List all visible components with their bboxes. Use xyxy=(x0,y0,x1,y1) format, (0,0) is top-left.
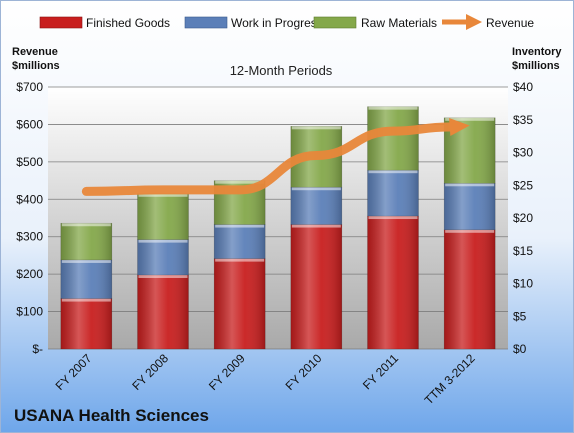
legend-label-work-in-progress: Work in Progress xyxy=(231,16,323,30)
bar-shine-finished-goods-5 xyxy=(444,229,496,349)
chart-title: 12-Month Periods xyxy=(230,63,333,78)
revenue-line-group xyxy=(81,118,470,196)
revenue-arrowhead xyxy=(449,118,470,136)
bar-shine-finished-goods-0 xyxy=(60,298,112,349)
left-axis-title-line1: Revenue xyxy=(12,46,58,58)
bar-shine-finished-goods-3 xyxy=(290,224,342,349)
right-axis-title-line1: Inventory xyxy=(512,46,562,58)
bar-shine-raw-materials-4 xyxy=(367,106,419,171)
right-tick-label-2: $10 xyxy=(513,277,533,291)
right-axis-title-line2: $millions xyxy=(512,60,560,72)
bar-shine-finished-goods-2 xyxy=(214,258,266,349)
bar-highlight-finished-goods-4 xyxy=(368,216,418,220)
bar-highlight-raw-materials-5 xyxy=(445,117,495,121)
legend-swatch-finished-goods xyxy=(39,16,83,29)
bar-shine-finished-goods-1 xyxy=(137,274,189,349)
legend: Finished Goods Work in Progress Raw Mate… xyxy=(39,14,534,30)
bar-highlight-work-in-progress-1 xyxy=(138,239,188,243)
bar-highlight-finished-goods-5 xyxy=(445,229,495,233)
left-axis-ticks: $- $100 $200 $300 $400 $500 $600 $700 xyxy=(16,80,43,356)
left-tick-label-1: $100 xyxy=(16,305,43,319)
bar-highlight-finished-goods-2 xyxy=(215,258,265,262)
company-name: USANA Health Sciences xyxy=(14,406,209,425)
left-axis-title-line2: $millions xyxy=(12,60,60,72)
left-tick-label-6: $600 xyxy=(16,117,43,131)
legend-swatch-raw-materials xyxy=(313,16,357,29)
bar-highlight-work-in-progress-0 xyxy=(61,259,111,263)
right-tick-label-3: $15 xyxy=(513,244,533,258)
bar-shine-work-in-progress-1 xyxy=(137,239,189,275)
right-tick-label-5: $25 xyxy=(513,178,533,192)
bar-shine-finished-goods-4 xyxy=(367,216,419,349)
left-tick-label-3: $300 xyxy=(16,230,43,244)
bar-highlight-work-in-progress-3 xyxy=(291,187,341,191)
bar-highlight-raw-materials-3 xyxy=(291,126,341,130)
bar-shine-raw-materials-0 xyxy=(60,223,112,260)
bar-highlight-finished-goods-3 xyxy=(291,224,341,228)
right-tick-label-1: $5 xyxy=(513,309,527,323)
legend-label-revenue: Revenue xyxy=(486,16,534,30)
left-tick-label-0: $- xyxy=(32,342,43,356)
legend-label-finished-goods: Finished Goods xyxy=(86,16,170,30)
bar-highlight-raw-materials-0 xyxy=(61,223,111,227)
left-tick-label-7: $700 xyxy=(16,80,43,94)
bar-highlight-finished-goods-1 xyxy=(138,274,188,278)
left-tick-label-2: $200 xyxy=(16,267,43,281)
left-tick-label-4: $400 xyxy=(16,192,43,206)
bar-shine-work-in-progress-5 xyxy=(444,183,496,230)
grid-lines xyxy=(48,86,508,350)
bar-highlight-work-in-progress-5 xyxy=(445,183,495,187)
bars xyxy=(60,106,496,350)
right-tick-label-7: $35 xyxy=(513,113,533,127)
bar-highlight-raw-materials-2 xyxy=(215,180,265,184)
bar-shine-raw-materials-1 xyxy=(137,193,189,240)
right-tick-label-4: $20 xyxy=(513,211,533,225)
left-tick-label-5: $500 xyxy=(16,155,43,169)
legend-swatch-revenue-arrowhead xyxy=(466,14,482,30)
right-tick-label-8: $40 xyxy=(513,80,533,94)
bar-highlight-work-in-progress-4 xyxy=(368,170,418,174)
bar-shine-work-in-progress-2 xyxy=(214,224,266,259)
right-tick-label-0: $0 xyxy=(513,342,527,356)
bar-shine-work-in-progress-3 xyxy=(290,187,342,225)
right-tick-label-6: $30 xyxy=(513,146,533,160)
bar-highlight-finished-goods-0 xyxy=(61,298,111,302)
legend-swatch-work-in-progress xyxy=(184,16,228,29)
bar-shine-work-in-progress-0 xyxy=(60,259,112,299)
bar-highlight-raw-materials-4 xyxy=(368,106,418,110)
bar-highlight-work-in-progress-2 xyxy=(215,224,265,228)
right-axis-ticks: $0 $5 $10 $15 $20 $25 $30 $35 $40 xyxy=(513,80,533,356)
bar-shine-work-in-progress-4 xyxy=(367,170,419,217)
revenue-line xyxy=(81,122,455,196)
legend-label-raw-materials: Raw Materials xyxy=(361,16,437,30)
bar-highlight-raw-materials-1 xyxy=(138,193,188,197)
